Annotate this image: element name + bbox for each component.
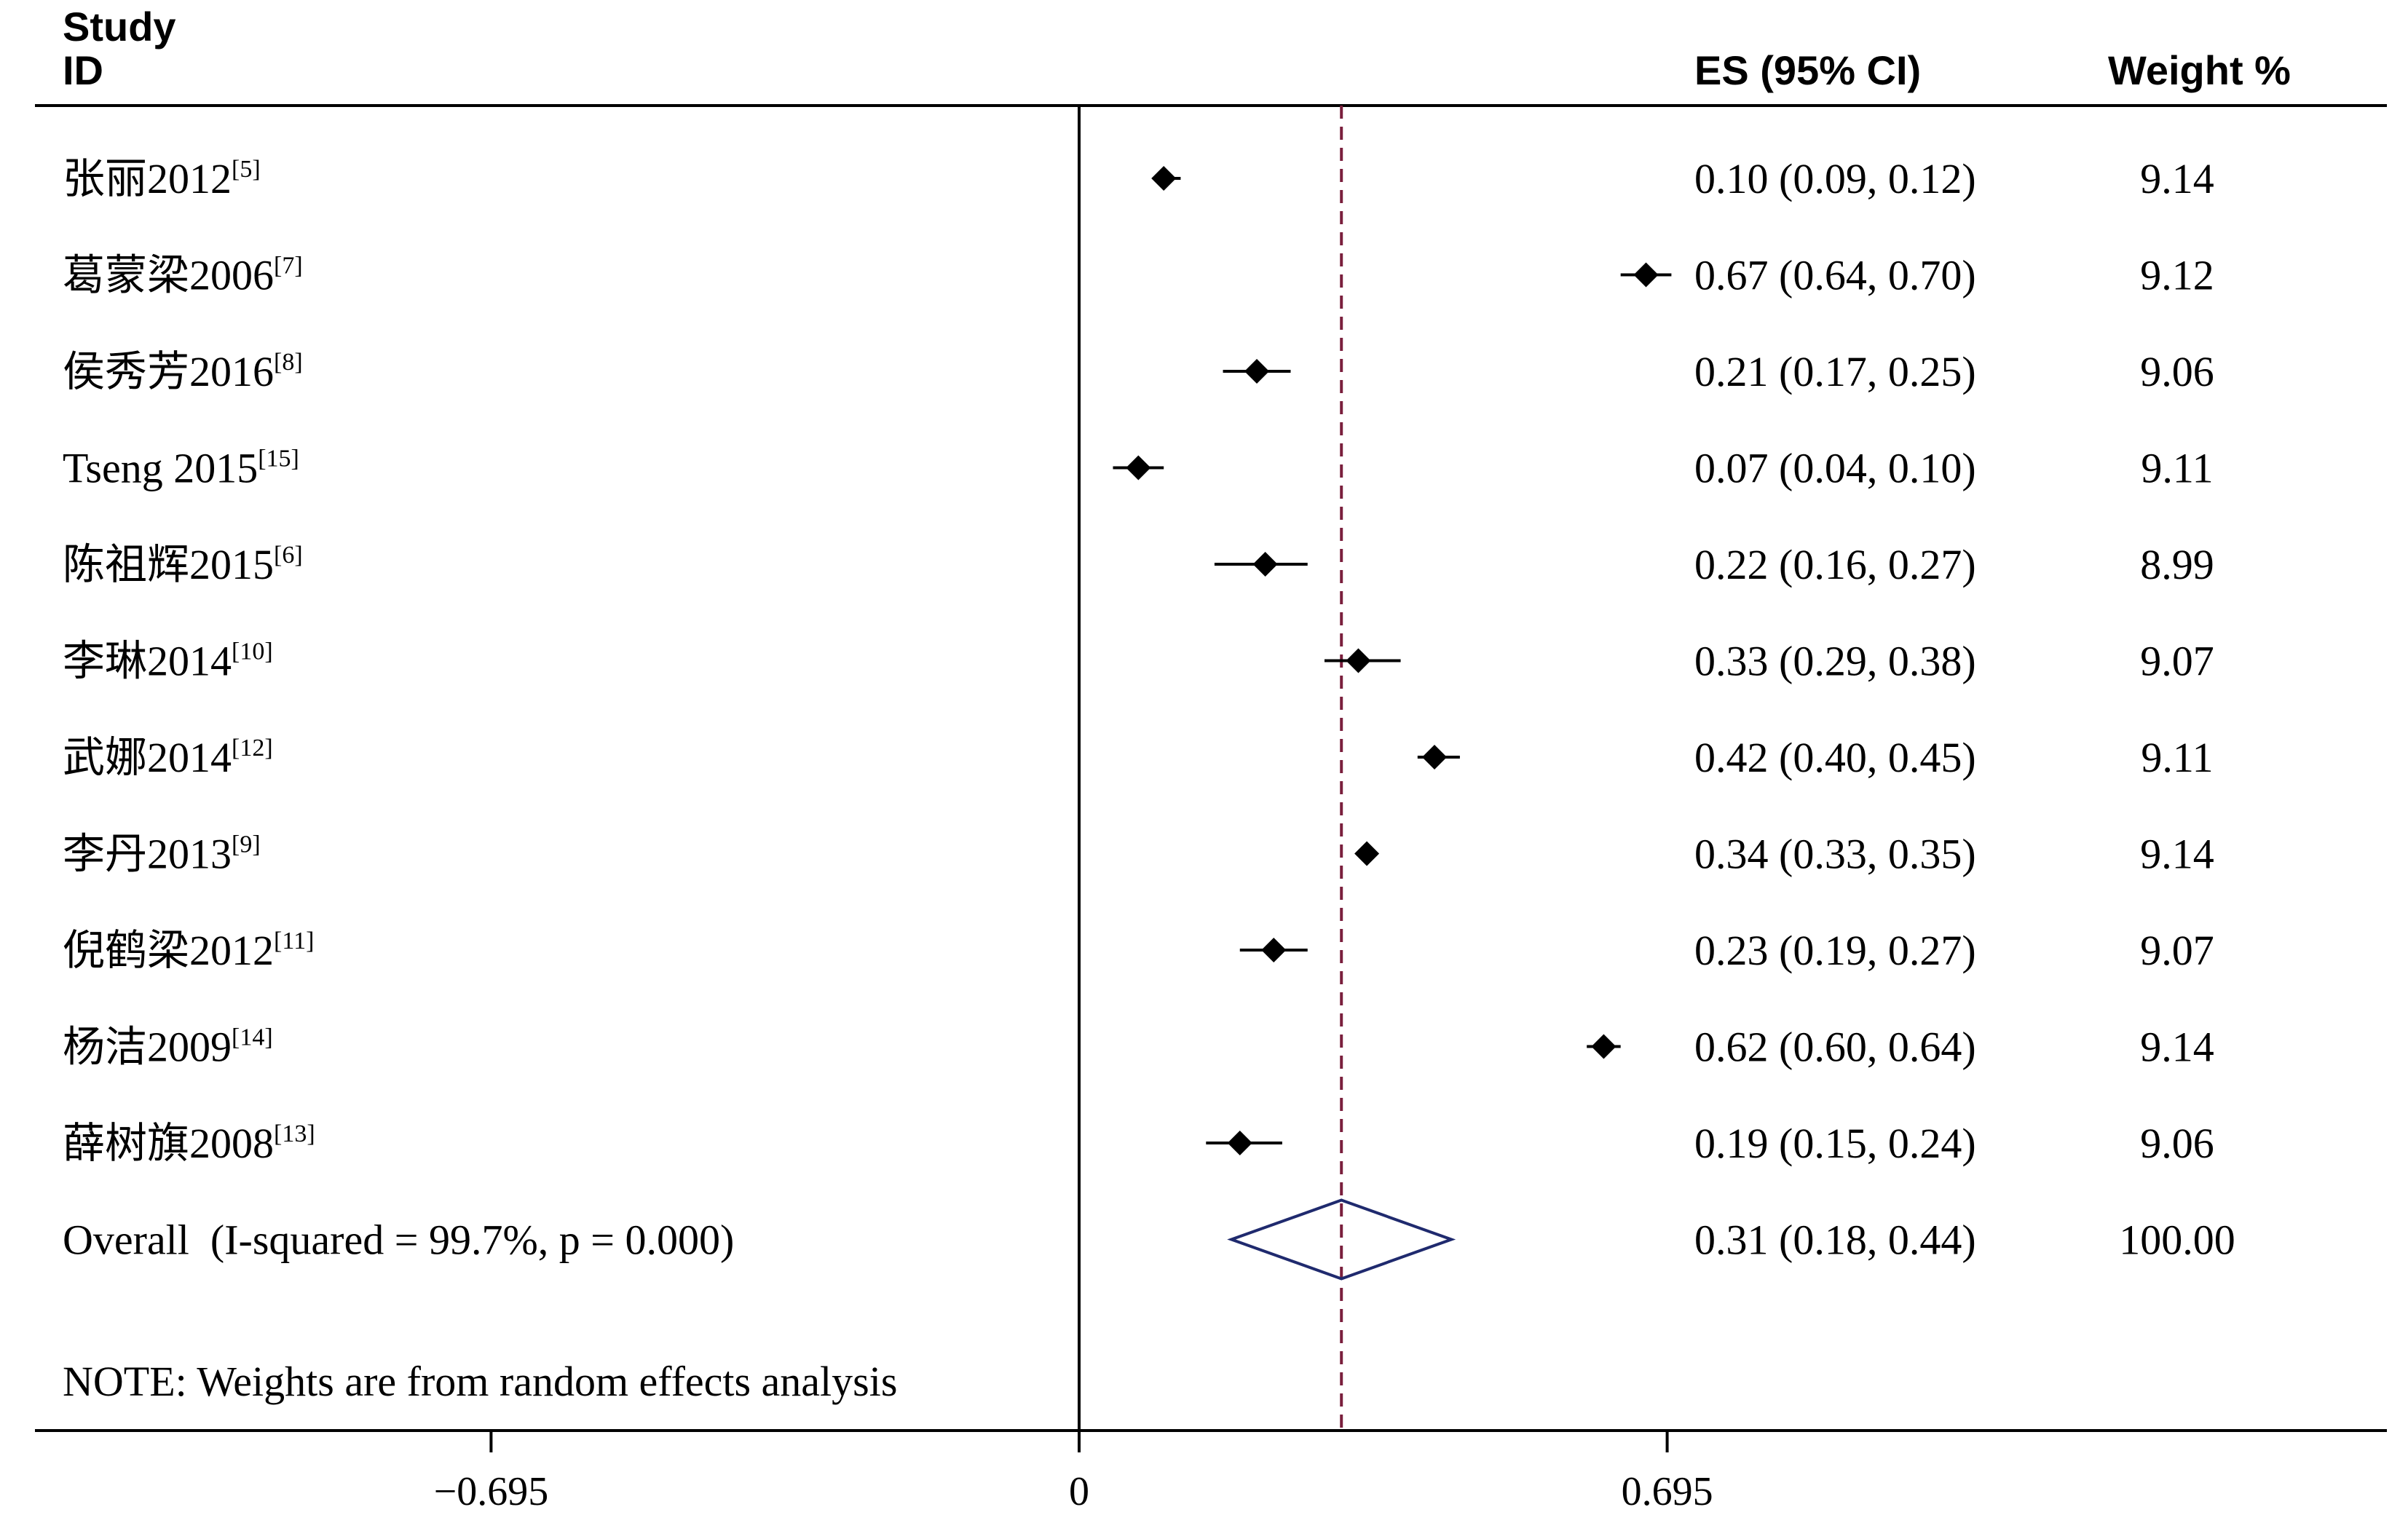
study-row: 薛树旗2008[13] 0.19 (0.15, 0.24) 9.06 [63, 1120, 2214, 1167]
overall-diamond [1227, 1198, 1456, 1281]
effect-point [1151, 166, 1177, 191]
study-row: 杨洁2009[14] 0.62 (0.60, 0.64) 9.14 [63, 1024, 2214, 1071]
es-ci-value: 0.62 (0.60, 0.64) [1694, 1024, 1976, 1071]
es-ci-value: 0.23 (0.19, 0.27) [1694, 927, 1976, 974]
weight-value: 9.07 [2140, 927, 2214, 974]
x-axis-ticks: −0.695 0 0.695 [434, 1431, 1713, 1514]
study-name-text: 薛树旗2008 [63, 1120, 274, 1167]
es-ci-value: 0.07 (0.04, 0.10) [1694, 445, 1976, 492]
effect-point [1252, 552, 1278, 577]
header-weight: Weight % [2108, 47, 2291, 93]
study-name-text: Tseng 2015 [63, 445, 258, 492]
es-ci-value: 0.19 (0.15, 0.24) [1694, 1120, 1976, 1167]
study-row: 李丹2013[9] 0.34 (0.33, 0.35) 9.14 [63, 831, 2214, 878]
study-reference: [11] [274, 927, 314, 954]
study-name: 薛树旗2008[13] [63, 1120, 315, 1167]
effect-point [1591, 1034, 1616, 1059]
study-reference: [8] [274, 349, 303, 376]
study-name-text: 倪鹤梁2012 [63, 927, 274, 974]
es-ci-value: 0.42 (0.40, 0.45) [1694, 734, 1976, 781]
overall-es-ci-value: 0.31 (0.18, 0.44) [1694, 1217, 1976, 1264]
weight-value: 9.12 [2140, 252, 2214, 299]
study-row: 武娜2014[12] 0.42 (0.40, 0.45) 9.11 [63, 734, 2214, 781]
study-name: 陈祖辉2015[6] [63, 541, 303, 588]
study-rows: 张丽2012[5] 0.10 (0.09, 0.12) 9.14 葛蒙梁2006[7]… [63, 155, 2214, 1167]
study-reference: [9] [232, 831, 261, 858]
study-name-text: 李丹2013 [63, 831, 232, 878]
weight-value: 9.11 [2141, 734, 2213, 781]
study-row: 李琳2014[10] 0.33 (0.29, 0.38) 9.07 [63, 638, 2214, 685]
study-name: 侯秀芳2016[8] [63, 348, 303, 395]
study-row: 陈祖辉2015[6] 0.22 (0.16, 0.27) 8.99 [63, 541, 2214, 588]
study-name: 武娜2014[12] [63, 734, 273, 781]
study-reference: [7] [274, 253, 303, 280]
overall-row: Overall (I-squared = 99.7%, p = 0.000) 0.… [63, 1198, 2235, 1281]
effect-point [1126, 455, 1151, 480]
effect-point [1354, 841, 1380, 866]
weight-value: 8.99 [2140, 541, 2214, 588]
study-reference: [13] [274, 1120, 315, 1147]
study-name-text: 葛蒙梁2006 [63, 252, 274, 299]
es-ci-value: 0.22 (0.16, 0.27) [1694, 541, 1976, 588]
study-name: 杨洁2009[14] [63, 1024, 273, 1071]
header-es-ci: ES (95% CI) [1694, 47, 1921, 93]
effect-point [1227, 1131, 1252, 1155]
study-name: Tseng 2015[15] [63, 445, 299, 492]
effect-point [1633, 262, 1659, 288]
study-row: 侯秀芳2016[8] 0.21 (0.17, 0.25) 9.06 [63, 348, 2214, 395]
weight-value: 9.14 [2140, 831, 2214, 878]
study-row: 张丽2012[5] 0.10 (0.09, 0.12) 9.14 [63, 155, 2214, 202]
study-name: 张丽2012[5] [63, 155, 261, 202]
x-tick-label: 0.695 [1622, 1469, 1713, 1514]
es-ci-value: 0.10 (0.09, 0.12) [1694, 155, 1976, 202]
weight-value: 9.06 [2140, 1120, 2214, 1167]
effect-point [1244, 359, 1270, 384]
study-row: 倪鹤梁2012[11] 0.23 (0.19, 0.27) 9.07 [63, 927, 2214, 974]
es-ci-value: 0.21 (0.17, 0.25) [1694, 348, 1976, 395]
effect-point [1346, 648, 1371, 673]
weight-value: 9.14 [2140, 155, 2214, 202]
x-tick-label: −0.695 [434, 1469, 549, 1514]
study-reference: [15] [258, 446, 299, 472]
es-ci-value: 0.33 (0.29, 0.38) [1694, 638, 1976, 685]
study-name-text: 武娜2014 [63, 734, 232, 781]
effect-point [1422, 745, 1448, 770]
study-name-text: 张丽2012 [63, 155, 232, 202]
weight-value: 9.06 [2140, 348, 2214, 395]
study-name-text: 李琳2014 [63, 638, 232, 685]
study-name-text: 杨洁2009 [63, 1024, 232, 1071]
study-reference: [12] [232, 735, 273, 762]
study-reference: [10] [232, 638, 273, 665]
overall-weight-value: 100.00 [2119, 1217, 2235, 1264]
es-ci-value: 0.67 (0.64, 0.70) [1694, 252, 1976, 299]
study-name: 倪鹤梁2012[11] [63, 927, 314, 974]
study-name-text: 侯秀芳2016 [63, 348, 274, 395]
es-ci-value: 0.34 (0.33, 0.35) [1694, 831, 1976, 878]
study-name-text: 陈祖辉2015 [63, 541, 274, 588]
study-row: 葛蒙梁2006[7] 0.67 (0.64, 0.70) 9.12 [63, 252, 2214, 299]
effect-point [1261, 938, 1287, 962]
x-tick-label: 0 [1069, 1469, 1089, 1514]
weight-value: 9.11 [2141, 445, 2213, 492]
weight-value: 9.07 [2140, 638, 2214, 685]
overall-label: Overall (I-squared = 99.7%, p = 0.000) [63, 1217, 734, 1264]
study-reference: [6] [274, 542, 303, 569]
study-row: Tseng 2015[15] 0.07 (0.04, 0.10) 9.11 [63, 445, 2214, 492]
study-name: 李琳2014[10] [63, 638, 273, 685]
study-name: 葛蒙梁2006[7] [63, 252, 303, 299]
note-text: NOTE: Weights are from random effects an… [63, 1358, 897, 1405]
study-name: 李丹2013[9] [63, 831, 261, 878]
header-study-line1: Study [63, 4, 176, 50]
weight-value: 9.14 [2140, 1024, 2214, 1071]
study-reference: [5] [232, 156, 261, 183]
study-reference: [14] [232, 1024, 273, 1051]
header-study-line2: ID [63, 47, 103, 93]
